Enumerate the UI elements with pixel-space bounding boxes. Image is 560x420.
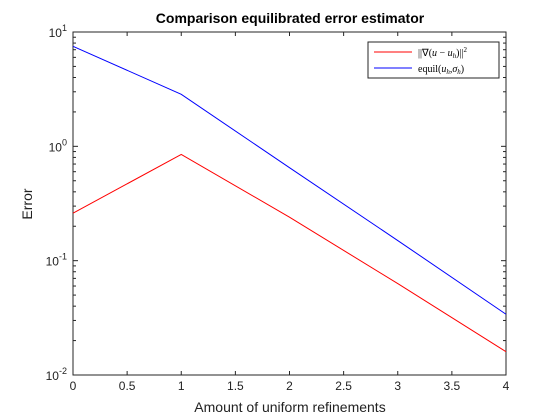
y-tick-label: 101: [49, 23, 67, 40]
y-tick-label: 10-2: [46, 366, 67, 383]
chart-title: Comparison equilibrated error estimator: [156, 10, 425, 26]
y-axis-label: Error: [19, 188, 35, 219]
x-tick-label: 0.5: [119, 379, 136, 393]
legend-label-error: ||∇(u − uh)||2: [418, 46, 468, 60]
x-tick-label: 0: [70, 379, 77, 393]
x-tick-label: 2.5: [335, 379, 352, 393]
x-axis-label: Amount of uniform refinements: [194, 399, 385, 415]
ticks-layer: 0 0.5 1 1.5 2 2.5 3 3.5 4 10-2 10-1 100 101: [46, 23, 510, 393]
x-tick-label: 1: [178, 379, 185, 393]
x-tick-label: 2: [286, 379, 293, 393]
legend: ||∇(u − uh)||2 equil(uh,σh): [367, 41, 500, 79]
x-tick-label: 1.5: [227, 379, 244, 393]
x-tick-label: 4: [503, 379, 510, 393]
x-tick-label: 3.5: [444, 379, 461, 393]
series-line-equil: [72, 45, 507, 315]
y-tick-label: 100: [49, 137, 67, 154]
y-tick-label: 10-1: [46, 252, 67, 269]
series-layer: [72, 45, 507, 353]
legend-box: [367, 41, 500, 79]
legend-label-equil: equil(uh,σh): [418, 64, 464, 76]
plot-area: [72, 31, 507, 376]
x-tick-label: 3: [394, 379, 401, 393]
series-line-error: [72, 153, 507, 353]
